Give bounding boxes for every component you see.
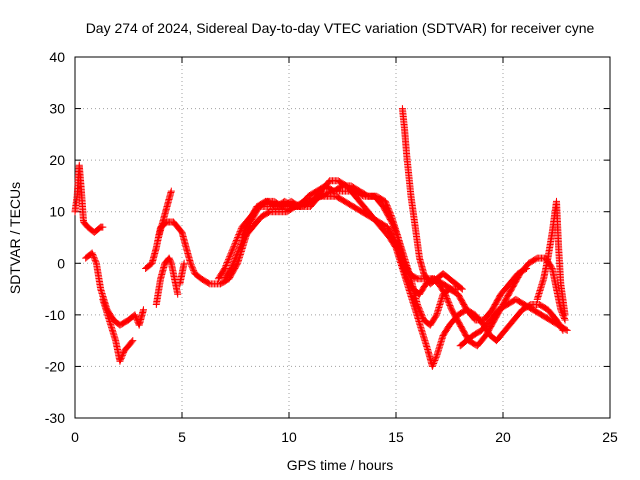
data-point xyxy=(117,356,125,364)
data-point xyxy=(174,290,182,298)
data-point xyxy=(99,223,107,231)
data-point xyxy=(563,326,571,334)
data-point xyxy=(232,238,240,246)
series-track-l xyxy=(456,295,571,350)
data-point xyxy=(131,311,139,319)
data-point xyxy=(89,252,97,260)
series-track-e xyxy=(152,254,182,309)
data-point xyxy=(117,354,125,362)
data-point xyxy=(562,326,570,334)
data-point xyxy=(429,361,437,369)
data-point xyxy=(430,358,438,366)
data-point xyxy=(233,235,241,243)
data-point xyxy=(89,250,97,258)
x-tick-label: 20 xyxy=(495,429,511,445)
series-track-a xyxy=(71,161,107,236)
x-axis-label: GPS time / hours xyxy=(287,457,394,473)
data-point xyxy=(561,311,569,319)
x-tick-label: 10 xyxy=(281,429,297,445)
data-point xyxy=(227,250,235,258)
data-point xyxy=(231,241,239,249)
data-point xyxy=(128,338,136,346)
data-point xyxy=(432,354,440,362)
chart-title: Day 274 of 2024, Sidereal Day-to-day VTE… xyxy=(86,20,595,36)
data-point xyxy=(118,353,126,361)
series-track-k xyxy=(398,105,466,293)
data-point xyxy=(187,259,195,267)
data-point xyxy=(91,256,99,264)
data-point xyxy=(180,259,188,267)
data-point xyxy=(88,249,96,257)
data-point xyxy=(221,263,229,271)
data-point xyxy=(139,306,147,314)
data-marks xyxy=(71,105,571,370)
y-tick-label: 10 xyxy=(49,204,65,220)
series-track-g xyxy=(176,259,188,288)
data-point xyxy=(223,259,231,267)
data-point xyxy=(232,236,240,244)
data-point xyxy=(132,312,140,320)
data-point xyxy=(521,265,529,273)
x-tick-label: 25 xyxy=(602,429,618,445)
x-tick-label: 5 xyxy=(178,429,186,445)
data-point xyxy=(187,261,195,269)
data-point xyxy=(431,355,439,363)
series-track-m xyxy=(533,197,569,319)
y-tick-label: -30 xyxy=(45,410,65,426)
data-point xyxy=(229,244,237,252)
data-point xyxy=(431,357,439,365)
y-tick-label: 30 xyxy=(49,101,65,117)
plot-frame xyxy=(74,56,611,419)
data-point xyxy=(189,265,197,273)
axis-ticks: 0 5 10 15 20 25 -30 -20 -10 0 10 20 30 40 xyxy=(45,49,618,445)
data-point xyxy=(129,337,137,345)
data-point xyxy=(188,264,196,272)
x-tick-label: 15 xyxy=(388,429,404,445)
data-point xyxy=(523,264,531,272)
y-tick-label: 0 xyxy=(57,255,65,271)
data-point xyxy=(228,247,236,255)
data-point xyxy=(167,187,175,195)
data-point xyxy=(387,211,395,219)
data-point xyxy=(230,242,238,250)
data-point xyxy=(458,285,466,293)
data-point xyxy=(226,251,234,259)
y-tick-label: -20 xyxy=(45,358,65,374)
data-point xyxy=(90,253,98,261)
y-axis-label: SDTVAR / TECUs xyxy=(7,182,23,294)
data-point xyxy=(224,257,232,265)
data-point xyxy=(119,350,127,358)
data-point xyxy=(221,264,229,272)
data-point xyxy=(224,256,232,264)
data-point xyxy=(225,254,233,262)
series-track-b xyxy=(82,249,147,329)
data-point xyxy=(223,260,231,268)
series-track-c xyxy=(99,295,137,365)
data-point xyxy=(188,262,196,270)
data-point xyxy=(91,255,99,263)
data-point xyxy=(222,261,230,269)
data-point xyxy=(457,284,465,292)
data-point xyxy=(190,267,198,275)
data-point xyxy=(430,359,438,367)
y-tick-label: -10 xyxy=(45,307,65,323)
data-point xyxy=(116,357,124,365)
data-point xyxy=(118,351,126,359)
data-point xyxy=(228,248,236,256)
data-point xyxy=(231,239,239,247)
data-point xyxy=(226,253,234,261)
series-track-j xyxy=(238,182,531,329)
data-point xyxy=(428,362,436,370)
series-track-f xyxy=(154,187,175,241)
data-point xyxy=(229,245,237,253)
y-tick-label: 40 xyxy=(49,49,65,65)
x-tick-label: 0 xyxy=(71,429,79,445)
data-point xyxy=(92,258,100,266)
y-tick-label: 20 xyxy=(49,152,65,168)
